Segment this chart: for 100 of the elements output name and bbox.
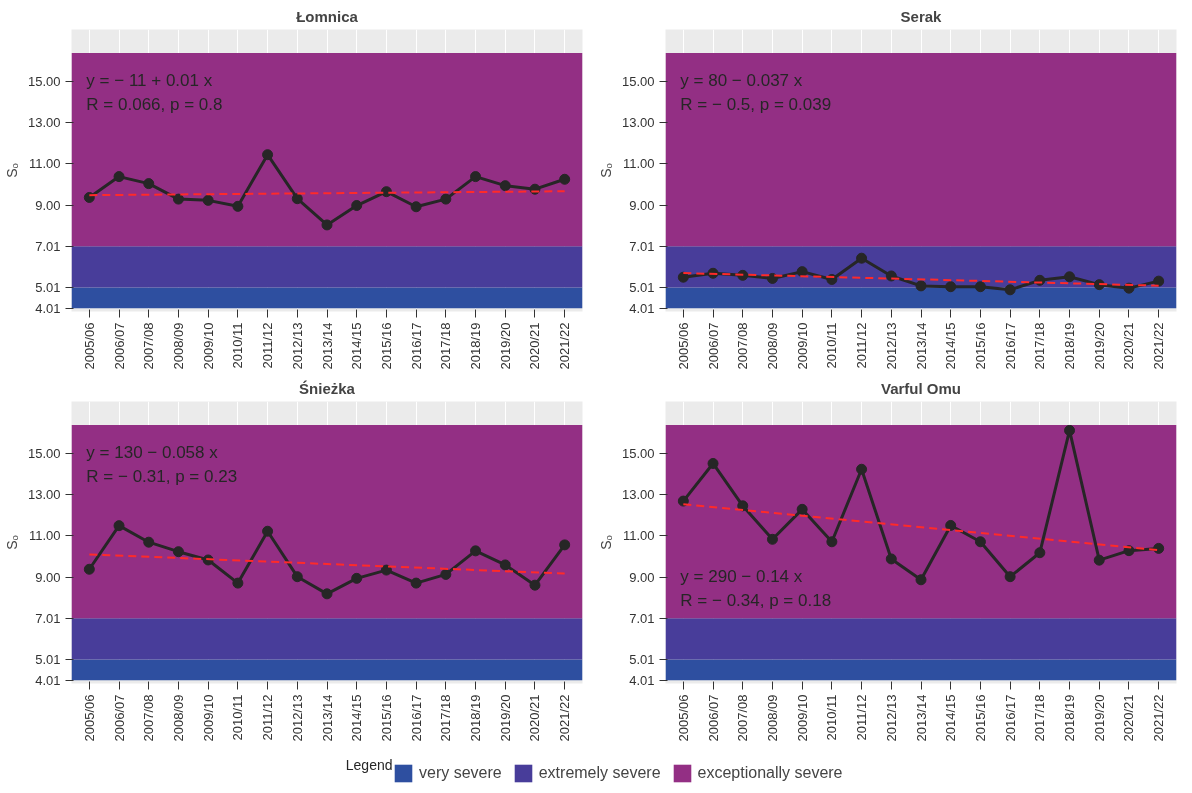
legend-label: extremely severe	[538, 764, 661, 782]
y-tick-label: 13.00	[621, 114, 655, 130]
y-tick-label: 11.00	[28, 156, 61, 172]
x-tick-label: 2006/07	[705, 694, 721, 742]
legend-title: Legend	[345, 756, 393, 773]
x-tick-label: 2016/17	[1002, 322, 1018, 370]
x-tick-label: 2019/20	[1091, 322, 1107, 370]
legend-label: exceptionally severe	[697, 764, 843, 782]
x-tick-label: 2007/08	[735, 322, 751, 370]
x-tick-label: 2008/09	[170, 322, 186, 370]
x-tick-label: 2018/19	[468, 694, 484, 742]
y-tick-label: 13.00	[27, 114, 61, 130]
annotation: R = − 0.34, p = 0.18	[680, 590, 832, 610]
x-tick-label: 2012/13	[289, 322, 305, 370]
x-tick-label: 2010/11	[230, 694, 246, 741]
y-tick-label: 15.00	[27, 73, 61, 89]
y-tick-label: 5.01	[629, 652, 655, 668]
x-tick-label: 2019/20	[497, 694, 513, 742]
annotation: y = − 11 + 0.01 x	[86, 70, 213, 90]
y-tick-label: 9.00	[35, 569, 61, 585]
annotation: R = − 0.5, p = 0.039	[680, 94, 832, 114]
x-tick-label: 2021/22	[557, 694, 573, 742]
y-tick-label: 13.00	[27, 486, 61, 502]
y-axis-title: Sₒ	[597, 163, 614, 178]
y-tick-label: 5.01	[35, 652, 61, 668]
y-tick-label: 5.01	[35, 280, 61, 296]
y-axis-title: Sₒ	[3, 535, 20, 550]
x-tick-label: 2017/18	[438, 322, 454, 370]
x-tick-label: 2017/18	[438, 694, 454, 742]
y-tick-label: 15.00	[621, 73, 655, 89]
x-tick-label: 2008/09	[764, 694, 780, 742]
y-tick-label: 9.00	[35, 197, 61, 213]
y-tick-label: 7.01	[35, 610, 61, 626]
x-tick-label: 2010/11	[824, 322, 840, 369]
x-tick-label: 2009/10	[794, 322, 810, 370]
x-tick-label: 2005/06	[675, 694, 691, 742]
x-tick-label: 2020/21	[1121, 322, 1137, 370]
x-tick-label: 2005/06	[675, 322, 691, 370]
x-tick-label: 2011/12	[260, 694, 276, 741]
x-tick-label: 2018/19	[1062, 322, 1078, 370]
x-tick-label: 2011/12	[854, 322, 870, 369]
annotation: y = 290 − 0.14 x	[680, 566, 803, 586]
x-tick-label: 2015/16	[378, 322, 394, 370]
x-tick-label: 2016/17	[408, 694, 424, 742]
y-tick-label: 11.00	[28, 528, 61, 544]
x-tick-label: 2013/14	[913, 322, 929, 370]
y-tick-label: 13.00	[621, 486, 655, 502]
chart-title: Łomnica	[296, 7, 359, 25]
x-tick-label: 2007/08	[141, 322, 157, 370]
chart-title: Śnieżka	[299, 379, 356, 397]
x-tick-label: 2009/10	[794, 694, 810, 742]
x-tick-label: 2021/22	[1151, 694, 1167, 742]
annotation: y = 80 − 0.037 x	[680, 70, 803, 90]
y-axis-title: Sₒ	[597, 535, 614, 550]
x-tick-label: 2018/19	[1062, 694, 1078, 742]
y-tick-label: 7.01	[35, 238, 61, 254]
x-tick-label: 2019/20	[1091, 694, 1107, 742]
annotation: y = 130 − 0.058 x	[86, 442, 219, 462]
x-tick-label: 2017/18	[1032, 322, 1048, 370]
x-tick-label: 2006/07	[705, 322, 721, 370]
y-tick-label: 4.01	[35, 300, 61, 316]
y-tick-label: 7.01	[629, 610, 655, 626]
y-tick-label: 9.00	[629, 569, 655, 585]
x-tick-label: 2014/15	[943, 322, 959, 370]
x-tick-label: 2012/13	[289, 694, 305, 742]
y-tick-label: 4.01	[629, 672, 655, 688]
x-tick-label: 2008/09	[170, 694, 186, 742]
legend-label: very severe	[419, 764, 502, 782]
y-tick-label: 15.00	[27, 445, 61, 461]
x-tick-label: 2020/21	[1121, 694, 1137, 742]
x-tick-label: 2012/13	[883, 322, 899, 370]
x-tick-label: 2005/06	[81, 694, 97, 742]
x-tick-label: 2014/15	[943, 694, 959, 742]
y-axis-title: Sₒ	[3, 163, 20, 178]
chart-title: Serak	[900, 7, 943, 25]
y-tick-label: 11.00	[622, 528, 655, 544]
y-tick-label: 5.01	[629, 280, 655, 296]
x-tick-label: 2011/12	[854, 694, 870, 741]
x-tick-label: 2015/16	[378, 694, 394, 742]
x-tick-label: 2014/15	[349, 322, 365, 370]
x-tick-label: 2010/11	[824, 694, 840, 741]
x-tick-label: 2015/16	[972, 322, 988, 370]
x-tick-label: 2021/22	[557, 322, 573, 370]
x-tick-label: 2013/14	[913, 694, 929, 742]
x-tick-label: 2007/08	[735, 694, 751, 742]
chart-title: Varful Omu	[880, 379, 962, 397]
x-tick-label: 2009/10	[200, 694, 216, 742]
x-tick-label: 2016/17	[1002, 694, 1018, 742]
x-tick-label: 2009/10	[200, 322, 216, 370]
y-tick-label: 9.00	[629, 197, 655, 213]
x-tick-label: 2020/21	[527, 322, 543, 370]
x-tick-label: 2015/16	[972, 694, 988, 742]
y-tick-label: 11.00	[622, 156, 655, 172]
y-tick-label: 4.01	[35, 672, 61, 688]
y-tick-label: 15.00	[621, 445, 655, 461]
y-tick-label: 7.01	[629, 238, 655, 254]
x-tick-label: 2021/22	[1151, 322, 1167, 370]
x-tick-label: 2007/08	[141, 694, 157, 742]
annotation: R = 0.066, p = 0.8	[86, 94, 223, 114]
x-tick-label: 2005/06	[81, 322, 97, 370]
